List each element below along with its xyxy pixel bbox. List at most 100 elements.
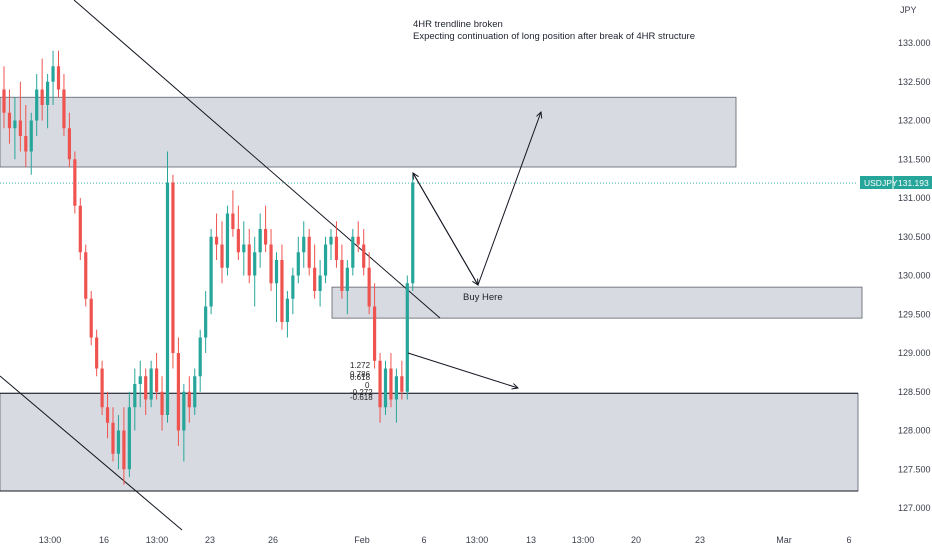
buy-zone xyxy=(331,286,863,319)
candle xyxy=(182,384,186,462)
candle-body xyxy=(138,376,142,384)
candle xyxy=(214,213,219,260)
candle-body xyxy=(302,236,306,253)
candle-body xyxy=(100,368,104,408)
candle xyxy=(84,244,88,307)
candle xyxy=(111,407,115,462)
candle-body xyxy=(51,66,55,82)
candle-body xyxy=(400,376,404,392)
candle xyxy=(100,360,104,415)
candle xyxy=(225,205,230,276)
candle-body xyxy=(329,236,333,245)
candle xyxy=(285,291,289,338)
candle xyxy=(356,221,360,253)
fib-label: -0.618 xyxy=(350,393,373,402)
candle xyxy=(105,391,110,439)
candle xyxy=(89,291,93,346)
candle-body xyxy=(127,407,131,470)
candle xyxy=(236,205,240,260)
x-tick-label: 13:00 xyxy=(572,535,595,545)
candle xyxy=(95,329,99,377)
candle-body xyxy=(89,298,93,338)
candle xyxy=(378,353,382,423)
candle-body xyxy=(111,422,115,454)
candle-body xyxy=(73,159,77,206)
candle xyxy=(165,151,170,423)
candle xyxy=(46,74,50,129)
x-tick-label: 16 xyxy=(99,535,109,545)
candle-body xyxy=(264,229,268,245)
candle xyxy=(296,236,300,284)
candle-body xyxy=(24,136,28,152)
y-tick-label: 130.000 xyxy=(898,271,931,281)
candle xyxy=(394,368,398,423)
candle xyxy=(187,376,191,423)
candle xyxy=(274,252,279,322)
candle-body xyxy=(116,430,121,454)
candle-body xyxy=(285,298,289,322)
x-tick-label: 26 xyxy=(268,535,278,545)
candle xyxy=(198,329,202,392)
candle xyxy=(13,97,17,160)
candle xyxy=(400,360,404,400)
candle-body xyxy=(67,128,71,160)
candle xyxy=(78,198,82,260)
candle xyxy=(220,221,224,284)
buy-here-label: Buy Here xyxy=(463,292,503,303)
x-tick-label: 13:00 xyxy=(39,535,62,545)
candle-body xyxy=(171,182,175,353)
candle xyxy=(323,236,328,284)
candle-body xyxy=(209,236,213,307)
resistance-zone xyxy=(0,96,737,168)
candle-body xyxy=(7,112,12,129)
candle xyxy=(18,81,22,152)
candle xyxy=(116,415,121,470)
candle-body xyxy=(247,244,251,276)
candle-body xyxy=(160,391,164,415)
x-tick-label: 23 xyxy=(695,535,705,545)
candle-body xyxy=(274,260,279,284)
candle xyxy=(307,229,311,276)
candle xyxy=(247,229,251,284)
candle xyxy=(405,275,409,400)
candle xyxy=(35,74,39,136)
candle-body xyxy=(165,182,170,415)
candle xyxy=(313,244,317,299)
candle-body xyxy=(155,368,159,392)
candle xyxy=(264,205,268,253)
candle xyxy=(144,368,148,415)
candle-body xyxy=(62,89,66,129)
candle xyxy=(362,229,366,276)
candle-body xyxy=(389,368,393,400)
candle xyxy=(302,221,306,268)
candle-body xyxy=(35,89,39,121)
candle-body xyxy=(105,407,110,423)
x-tick-label: Feb xyxy=(354,535,370,545)
candle xyxy=(269,229,273,291)
y-tick-label: 131.500 xyxy=(898,154,931,164)
candle xyxy=(2,66,6,129)
candle xyxy=(253,236,257,307)
y-tick-label: 130.500 xyxy=(898,232,931,242)
candle xyxy=(149,360,153,408)
x-tick-label: Mar xyxy=(776,535,792,545)
candle xyxy=(351,229,355,276)
candle-body xyxy=(307,236,311,268)
fib-label: 1.272 xyxy=(350,361,371,370)
candle xyxy=(258,213,262,268)
candle-body xyxy=(345,267,349,291)
candle-body xyxy=(411,182,415,284)
candle-body xyxy=(231,213,235,229)
candle-body xyxy=(176,353,180,431)
projection-arrow-up xyxy=(477,112,541,286)
annotation-line-1: 4HR trendline broken xyxy=(413,19,503,30)
candle-body xyxy=(373,306,377,361)
candle xyxy=(383,360,388,415)
fib-label: 0.618 xyxy=(350,373,371,382)
y-tick-label: 129.000 xyxy=(898,348,931,358)
candle xyxy=(411,174,415,291)
candle-body xyxy=(340,260,344,291)
candle-body xyxy=(313,267,317,291)
candle-body xyxy=(220,244,224,268)
candle-body xyxy=(334,236,339,260)
